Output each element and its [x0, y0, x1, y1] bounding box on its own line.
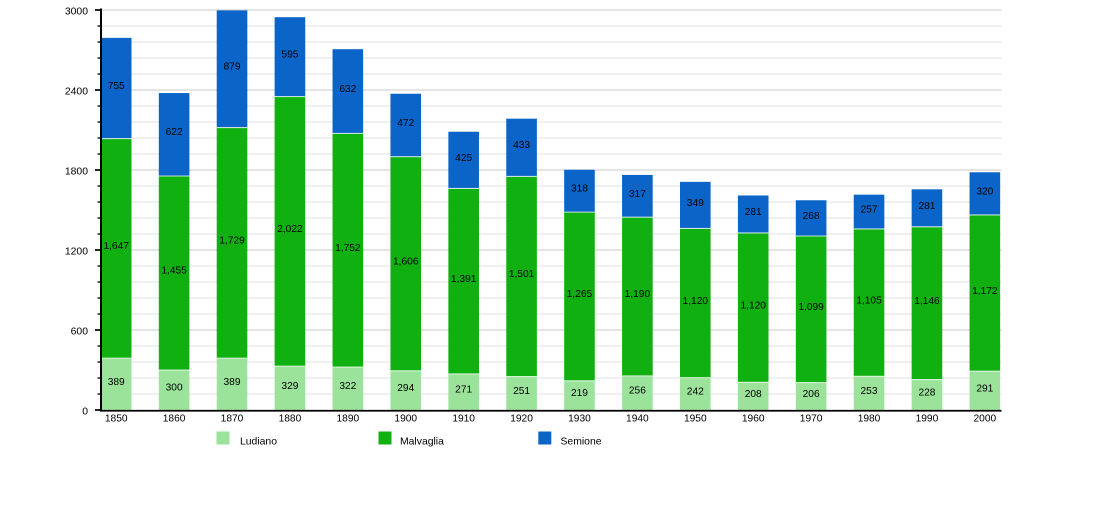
svg-text:1,501: 1,501	[509, 269, 535, 280]
svg-text:320: 320	[976, 186, 993, 197]
svg-text:Malvaglia: Malvaglia	[400, 436, 444, 447]
svg-text:1880: 1880	[279, 414, 302, 425]
svg-text:632: 632	[339, 84, 356, 95]
svg-text:1940: 1940	[626, 414, 649, 425]
svg-text:300: 300	[166, 383, 183, 394]
svg-text:595: 595	[281, 50, 298, 61]
svg-text:322: 322	[339, 381, 356, 392]
svg-text:268: 268	[803, 211, 820, 222]
svg-text:1,172: 1,172	[972, 286, 998, 297]
svg-text:472: 472	[397, 118, 414, 129]
svg-text:1,120: 1,120	[740, 300, 766, 311]
svg-text:1960: 1960	[742, 414, 765, 425]
svg-text:3000: 3000	[65, 7, 88, 18]
svg-text:1,265: 1,265	[567, 289, 593, 300]
svg-text:1,606: 1,606	[393, 256, 419, 267]
svg-text:1890: 1890	[337, 414, 360, 425]
svg-text:256: 256	[629, 386, 646, 397]
svg-text:317: 317	[629, 189, 646, 200]
svg-text:1860: 1860	[163, 414, 186, 425]
svg-text:0: 0	[82, 407, 88, 418]
svg-text:1,391: 1,391	[451, 274, 477, 285]
svg-text:389: 389	[224, 377, 241, 388]
svg-text:242: 242	[687, 387, 704, 398]
svg-text:1200: 1200	[65, 247, 88, 258]
svg-text:2000: 2000	[974, 414, 997, 425]
svg-text:1,105: 1,105	[856, 295, 882, 306]
svg-text:425: 425	[455, 153, 472, 164]
svg-text:Ludiano: Ludiano	[240, 436, 277, 447]
svg-text:1870: 1870	[221, 414, 244, 425]
svg-text:755: 755	[108, 81, 125, 92]
svg-text:208: 208	[745, 389, 762, 400]
svg-text:1990: 1990	[916, 414, 939, 425]
svg-text:2400: 2400	[65, 87, 88, 98]
svg-text:Semione: Semione	[561, 436, 602, 447]
svg-text:251: 251	[513, 386, 530, 397]
svg-text:1,190: 1,190	[625, 289, 651, 300]
svg-text:622: 622	[166, 127, 183, 138]
svg-text:1850: 1850	[105, 414, 128, 425]
svg-text:1970: 1970	[800, 414, 823, 425]
svg-text:1,099: 1,099	[798, 302, 824, 313]
svg-text:1,455: 1,455	[161, 266, 187, 277]
svg-text:219: 219	[571, 388, 588, 399]
svg-text:433: 433	[513, 140, 530, 151]
svg-text:1900: 1900	[394, 414, 417, 425]
svg-text:349: 349	[687, 198, 704, 209]
svg-text:1980: 1980	[858, 414, 881, 425]
svg-text:1,146: 1,146	[914, 296, 940, 307]
svg-text:1,752: 1,752	[335, 243, 361, 254]
svg-text:2,022: 2,022	[277, 224, 303, 235]
svg-text:291: 291	[976, 383, 993, 394]
svg-text:253: 253	[861, 386, 878, 397]
svg-text:318: 318	[571, 184, 588, 195]
svg-text:1,120: 1,120	[683, 296, 709, 307]
svg-text:1920: 1920	[510, 414, 533, 425]
svg-text:1930: 1930	[568, 414, 591, 425]
svg-text:1,647: 1,647	[103, 241, 129, 252]
svg-text:281: 281	[745, 207, 762, 218]
svg-text:389: 389	[108, 377, 125, 388]
svg-text:1800: 1800	[65, 167, 88, 178]
svg-text:281: 281	[918, 201, 935, 212]
svg-text:271: 271	[455, 385, 472, 396]
svg-text:1910: 1910	[452, 414, 475, 425]
svg-text:879: 879	[224, 62, 241, 73]
svg-text:329: 329	[281, 381, 298, 392]
svg-text:206: 206	[803, 389, 820, 400]
svg-text:257: 257	[861, 205, 878, 216]
svg-text:294: 294	[397, 383, 414, 394]
svg-text:600: 600	[71, 327, 89, 338]
svg-text:1,729: 1,729	[219, 236, 245, 247]
svg-text:228: 228	[918, 388, 935, 399]
svg-text:1950: 1950	[684, 414, 707, 425]
